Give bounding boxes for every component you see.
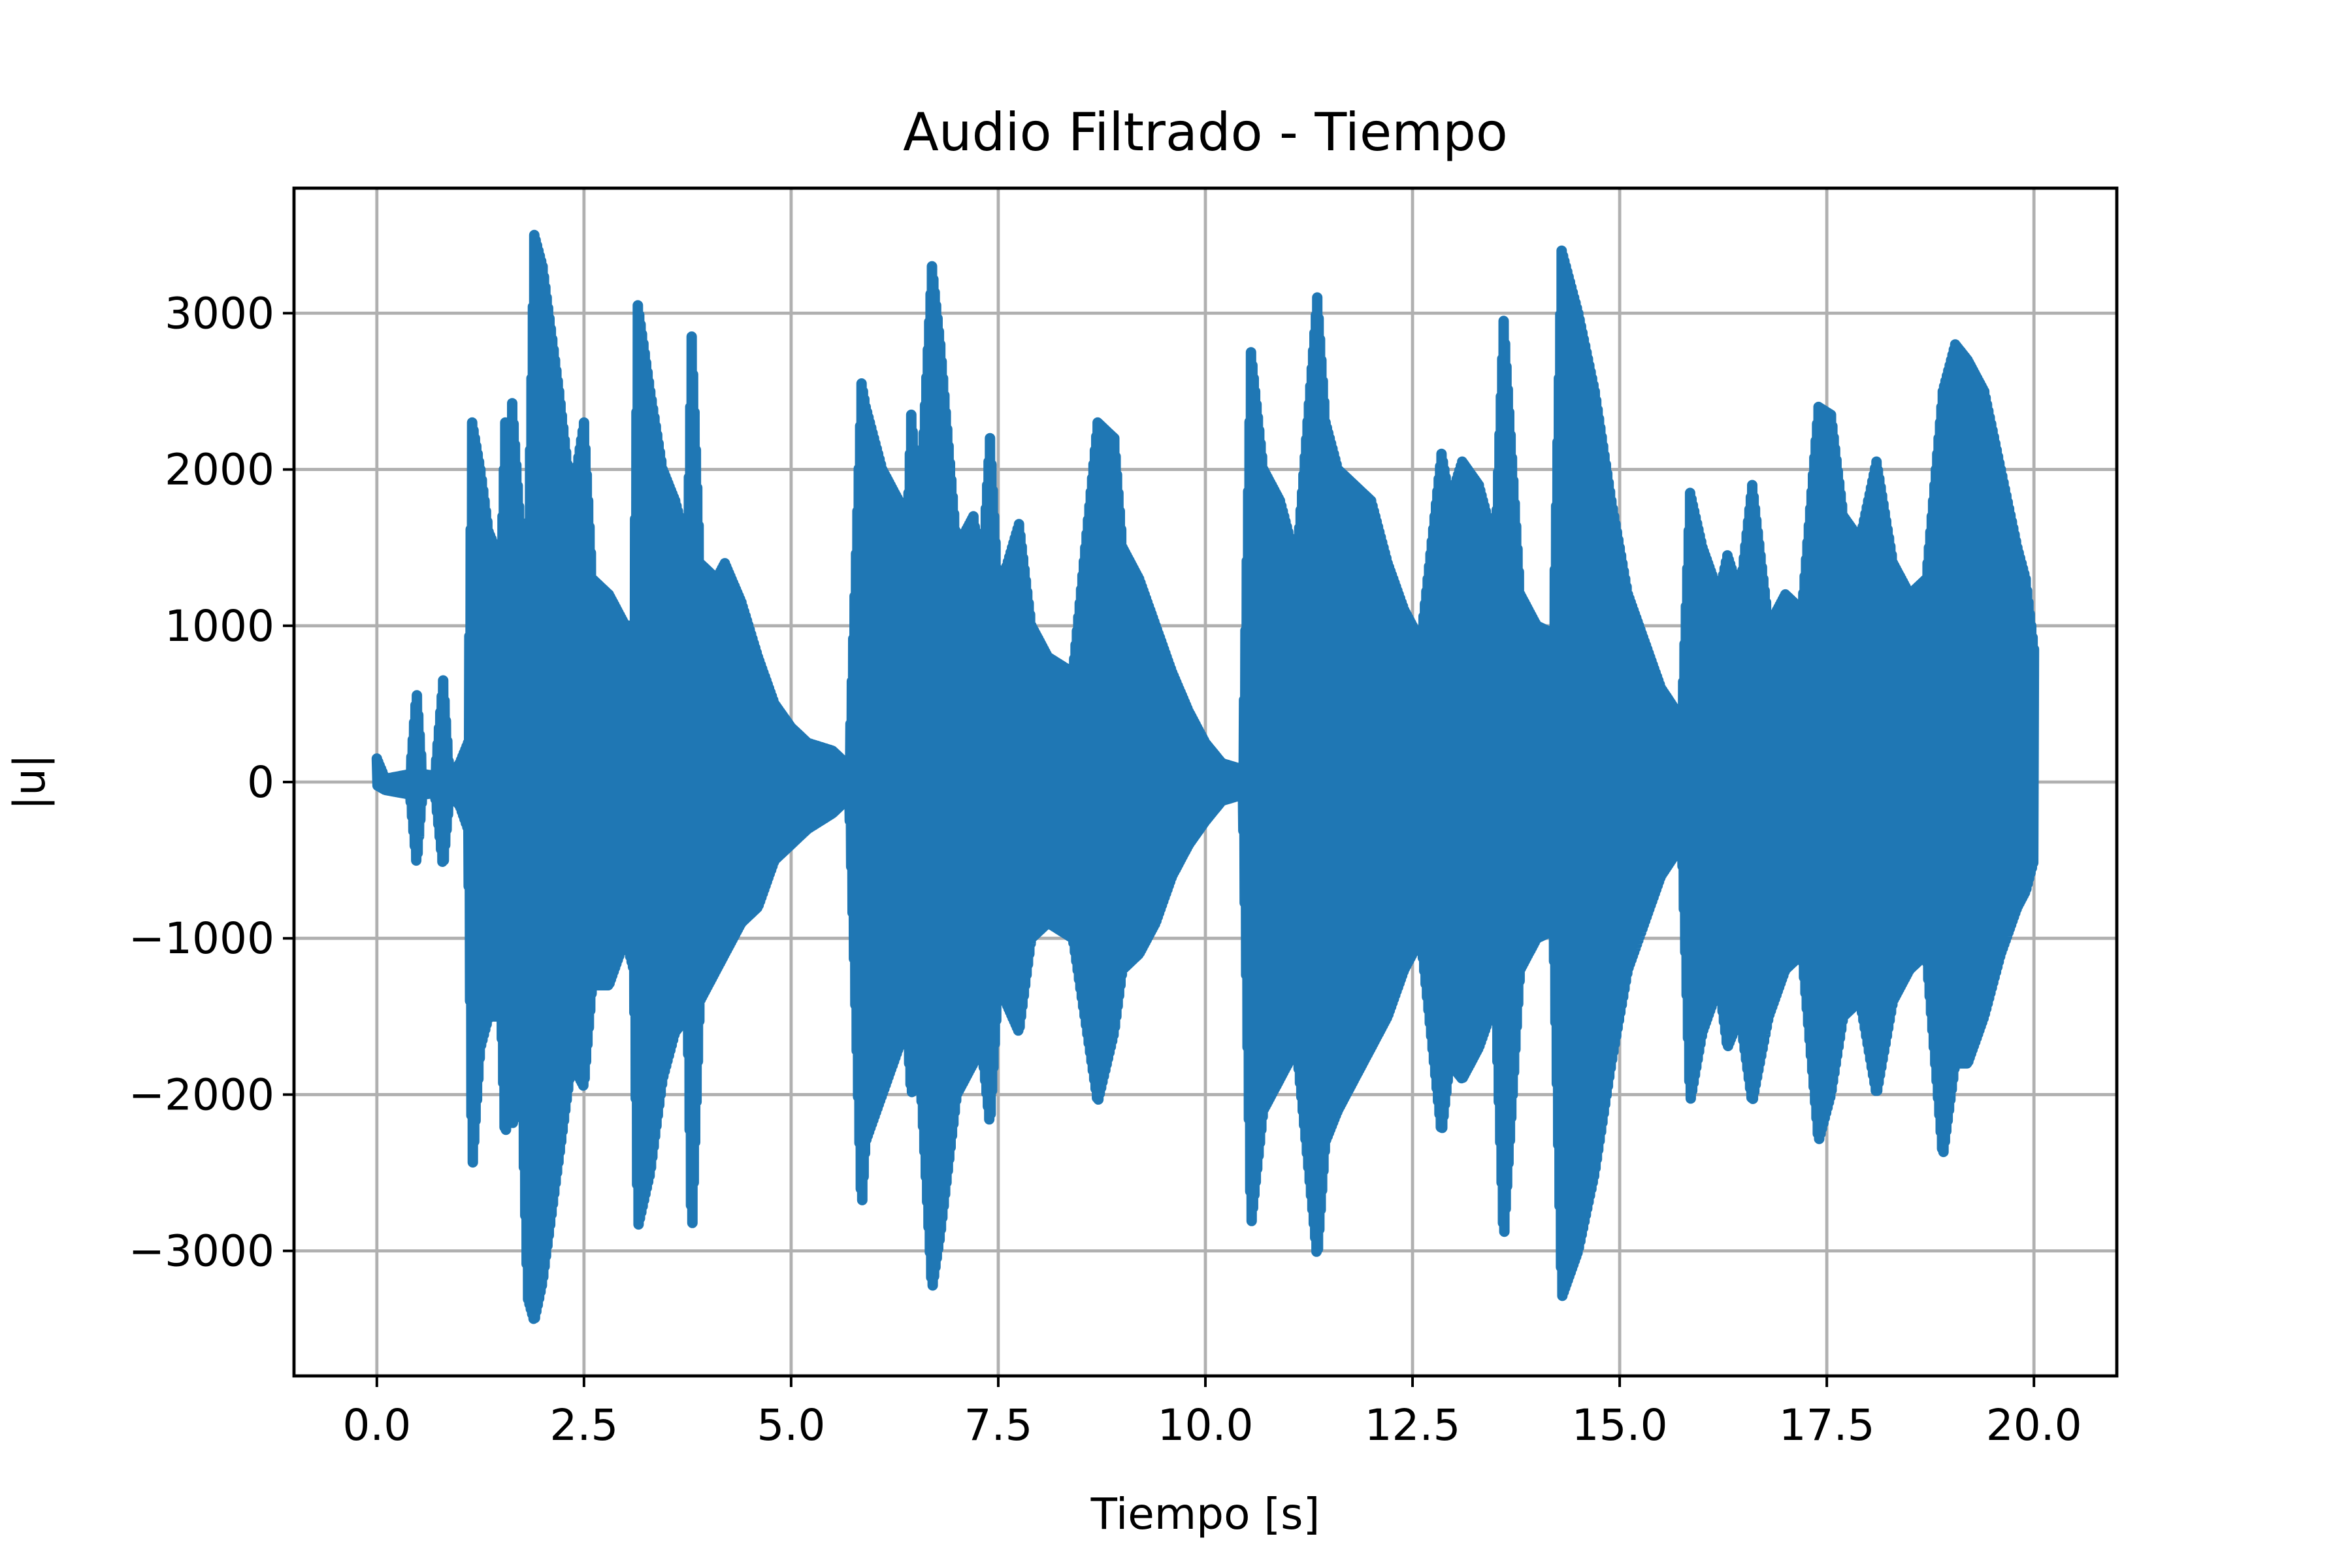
waveform-series [371,229,2040,1324]
y-tick-label: 1000 [165,601,274,651]
chart-title: Audio Filtrado - Tiempo [903,102,1508,163]
y-tick-label: −3000 [129,1226,274,1277]
x-tick-label: 12.5 [1365,1400,1461,1450]
x-tick-label: 7.5 [964,1400,1032,1450]
x-tick-label: 0.0 [342,1400,411,1450]
x-tick-label: 17.5 [1779,1400,1875,1450]
y-tick-label: 0 [247,757,274,808]
y-tick-label: 2000 [165,445,274,495]
y-tick-label: −1000 [129,913,274,964]
y-axis-label: |u| [5,754,55,810]
x-axis-label: Tiempo [s] [1090,1489,1320,1539]
x-axis-ticks: 0.0 2.5 5.0 7.5 10.0 12.5 15.0 17.5 20.0 [342,1376,2082,1450]
x-tick-label: 15.0 [1572,1400,1668,1450]
x-tick-label: 20.0 [1986,1400,2082,1450]
y-tick-label: 3000 [165,288,274,338]
x-tick-label: 10.0 [1158,1400,1254,1450]
y-axis-ticks: −3000 −2000 −1000 0 1000 2000 3000 [129,288,294,1277]
waveform-line [371,229,2040,1324]
x-tick-label: 2.5 [549,1400,618,1450]
x-tick-label: 5.0 [757,1400,825,1450]
y-tick-label: −2000 [129,1070,274,1120]
